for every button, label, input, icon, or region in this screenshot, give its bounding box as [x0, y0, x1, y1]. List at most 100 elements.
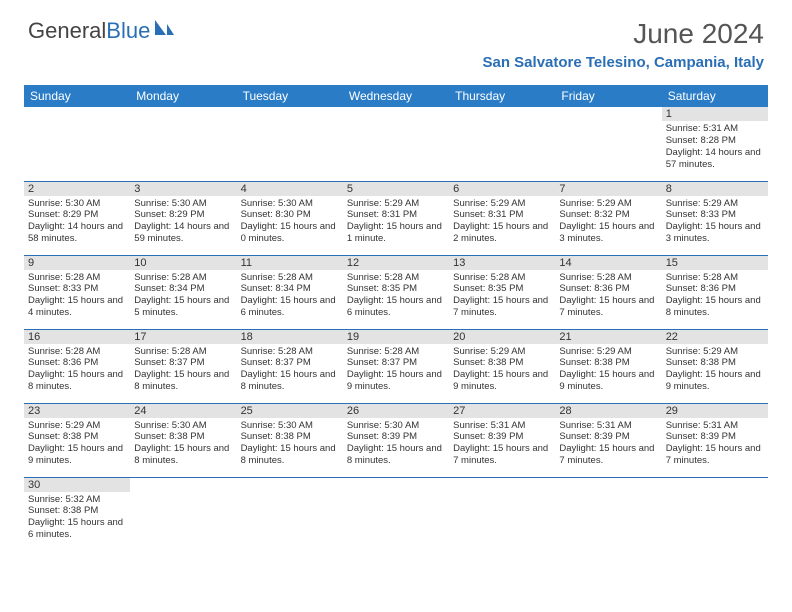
day-details: Sunrise: 5:28 AMSunset: 8:36 PMDaylight:… — [555, 270, 661, 322]
day-number: 2 — [24, 182, 130, 196]
calendar-cell: 22Sunrise: 5:29 AMSunset: 8:38 PMDayligh… — [662, 329, 768, 403]
day-number: 5 — [343, 182, 449, 196]
day-details: Sunrise: 5:31 AMSunset: 8:39 PMDaylight:… — [449, 418, 555, 470]
day-details: Sunrise: 5:30 AMSunset: 8:29 PMDaylight:… — [130, 196, 236, 248]
day-number: 14 — [555, 256, 661, 270]
calendar-cell: 30Sunrise: 5:32 AMSunset: 8:38 PMDayligh… — [24, 477, 130, 551]
logo-text-1: General — [28, 18, 106, 44]
calendar-cell-empty — [449, 477, 555, 551]
weekday-header: Saturday — [662, 85, 768, 107]
day-details: Sunrise: 5:29 AMSunset: 8:38 PMDaylight:… — [555, 344, 661, 396]
day-number: 22 — [662, 330, 768, 344]
header: GeneralBlue June 2024 San Salvatore Tele… — [0, 0, 792, 79]
day-details: Sunrise: 5:29 AMSunset: 8:38 PMDaylight:… — [449, 344, 555, 396]
calendar-cell: 20Sunrise: 5:29 AMSunset: 8:38 PMDayligh… — [449, 329, 555, 403]
day-details: Sunrise: 5:30 AMSunset: 8:39 PMDaylight:… — [343, 418, 449, 470]
calendar-cell: 8Sunrise: 5:29 AMSunset: 8:33 PMDaylight… — [662, 181, 768, 255]
day-details: Sunrise: 5:28 AMSunset: 8:35 PMDaylight:… — [449, 270, 555, 322]
calendar-cell-empty — [237, 477, 343, 551]
day-number: 7 — [555, 182, 661, 196]
calendar-cell: 29Sunrise: 5:31 AMSunset: 8:39 PMDayligh… — [662, 403, 768, 477]
calendar-cell: 25Sunrise: 5:30 AMSunset: 8:38 PMDayligh… — [237, 403, 343, 477]
calendar-cell-empty — [449, 107, 555, 181]
weekday-header-row: SundayMondayTuesdayWednesdayThursdayFrid… — [24, 85, 768, 107]
day-number: 12 — [343, 256, 449, 270]
location: San Salvatore Telesino, Campania, Italy — [483, 54, 765, 71]
day-details: Sunrise: 5:30 AMSunset: 8:29 PMDaylight:… — [24, 196, 130, 248]
day-number: 17 — [130, 330, 236, 344]
calendar-cell-empty — [343, 477, 449, 551]
day-details: Sunrise: 5:28 AMSunset: 8:36 PMDaylight:… — [662, 270, 768, 322]
day-number: 8 — [662, 182, 768, 196]
day-number: 25 — [237, 404, 343, 418]
day-details: Sunrise: 5:28 AMSunset: 8:37 PMDaylight:… — [343, 344, 449, 396]
day-details: Sunrise: 5:29 AMSunset: 8:33 PMDaylight:… — [662, 196, 768, 248]
day-number: 20 — [449, 330, 555, 344]
day-number: 11 — [237, 256, 343, 270]
day-details: Sunrise: 5:28 AMSunset: 8:37 PMDaylight:… — [130, 344, 236, 396]
day-details: Sunrise: 5:29 AMSunset: 8:31 PMDaylight:… — [343, 196, 449, 248]
calendar-cell-empty — [662, 477, 768, 551]
day-details: Sunrise: 5:28 AMSunset: 8:34 PMDaylight:… — [130, 270, 236, 322]
calendar-cell: 27Sunrise: 5:31 AMSunset: 8:39 PMDayligh… — [449, 403, 555, 477]
calendar-cell: 18Sunrise: 5:28 AMSunset: 8:37 PMDayligh… — [237, 329, 343, 403]
day-number: 15 — [662, 256, 768, 270]
weekday-header: Wednesday — [343, 85, 449, 107]
calendar-table: SundayMondayTuesdayWednesdayThursdayFrid… — [24, 85, 768, 551]
calendar-cell: 5Sunrise: 5:29 AMSunset: 8:31 PMDaylight… — [343, 181, 449, 255]
calendar-cell: 12Sunrise: 5:28 AMSunset: 8:35 PMDayligh… — [343, 255, 449, 329]
calendar-cell: 19Sunrise: 5:28 AMSunset: 8:37 PMDayligh… — [343, 329, 449, 403]
day-number: 29 — [662, 404, 768, 418]
day-number: 10 — [130, 256, 236, 270]
weekday-header: Tuesday — [237, 85, 343, 107]
calendar-cell: 4Sunrise: 5:30 AMSunset: 8:30 PMDaylight… — [237, 181, 343, 255]
day-details: Sunrise: 5:31 AMSunset: 8:28 PMDaylight:… — [662, 121, 768, 173]
calendar-cell: 2Sunrise: 5:30 AMSunset: 8:29 PMDaylight… — [24, 181, 130, 255]
calendar-row: 30Sunrise: 5:32 AMSunset: 8:38 PMDayligh… — [24, 477, 768, 551]
calendar-cell: 10Sunrise: 5:28 AMSunset: 8:34 PMDayligh… — [130, 255, 236, 329]
day-details: Sunrise: 5:29 AMSunset: 8:32 PMDaylight:… — [555, 196, 661, 248]
calendar-cell: 28Sunrise: 5:31 AMSunset: 8:39 PMDayligh… — [555, 403, 661, 477]
day-details: Sunrise: 5:30 AMSunset: 8:38 PMDaylight:… — [237, 418, 343, 470]
day-number: 4 — [237, 182, 343, 196]
day-details: Sunrise: 5:28 AMSunset: 8:34 PMDaylight:… — [237, 270, 343, 322]
title-block: June 2024 San Salvatore Telesino, Campan… — [483, 18, 765, 71]
calendar-row: 23Sunrise: 5:29 AMSunset: 8:38 PMDayligh… — [24, 403, 768, 477]
logo: GeneralBlue — [28, 18, 175, 44]
calendar-cell: 11Sunrise: 5:28 AMSunset: 8:34 PMDayligh… — [237, 255, 343, 329]
day-details: Sunrise: 5:28 AMSunset: 8:33 PMDaylight:… — [24, 270, 130, 322]
day-number: 18 — [237, 330, 343, 344]
day-number: 24 — [130, 404, 236, 418]
calendar-cell-empty — [555, 477, 661, 551]
calendar-cell: 23Sunrise: 5:29 AMSunset: 8:38 PMDayligh… — [24, 403, 130, 477]
calendar-cell: 16Sunrise: 5:28 AMSunset: 8:36 PMDayligh… — [24, 329, 130, 403]
calendar-row: 1Sunrise: 5:31 AMSunset: 8:28 PMDaylight… — [24, 107, 768, 181]
day-details: Sunrise: 5:29 AMSunset: 8:38 PMDaylight:… — [24, 418, 130, 470]
day-details: Sunrise: 5:28 AMSunset: 8:36 PMDaylight:… — [24, 344, 130, 396]
calendar-row: 9Sunrise: 5:28 AMSunset: 8:33 PMDaylight… — [24, 255, 768, 329]
calendar-row: 16Sunrise: 5:28 AMSunset: 8:36 PMDayligh… — [24, 329, 768, 403]
day-details: Sunrise: 5:31 AMSunset: 8:39 PMDaylight:… — [555, 418, 661, 470]
calendar-cell: 15Sunrise: 5:28 AMSunset: 8:36 PMDayligh… — [662, 255, 768, 329]
calendar-cell-empty — [130, 107, 236, 181]
calendar-cell: 3Sunrise: 5:30 AMSunset: 8:29 PMDaylight… — [130, 181, 236, 255]
day-number: 6 — [449, 182, 555, 196]
day-number: 27 — [449, 404, 555, 418]
calendar-cell-empty — [130, 477, 236, 551]
calendar-cell: 26Sunrise: 5:30 AMSunset: 8:39 PMDayligh… — [343, 403, 449, 477]
day-details: Sunrise: 5:32 AMSunset: 8:38 PMDaylight:… — [24, 492, 130, 544]
day-number: 1 — [662, 107, 768, 121]
calendar-row: 2Sunrise: 5:30 AMSunset: 8:29 PMDaylight… — [24, 181, 768, 255]
day-number: 13 — [449, 256, 555, 270]
day-details: Sunrise: 5:30 AMSunset: 8:30 PMDaylight:… — [237, 196, 343, 248]
calendar-cell: 14Sunrise: 5:28 AMSunset: 8:36 PMDayligh… — [555, 255, 661, 329]
day-number: 9 — [24, 256, 130, 270]
day-details: Sunrise: 5:29 AMSunset: 8:38 PMDaylight:… — [662, 344, 768, 396]
day-number: 19 — [343, 330, 449, 344]
weekday-header: Thursday — [449, 85, 555, 107]
calendar-cell: 6Sunrise: 5:29 AMSunset: 8:31 PMDaylight… — [449, 181, 555, 255]
day-number: 28 — [555, 404, 661, 418]
sail-icon — [153, 18, 175, 44]
calendar-cell: 7Sunrise: 5:29 AMSunset: 8:32 PMDaylight… — [555, 181, 661, 255]
weekday-header: Friday — [555, 85, 661, 107]
